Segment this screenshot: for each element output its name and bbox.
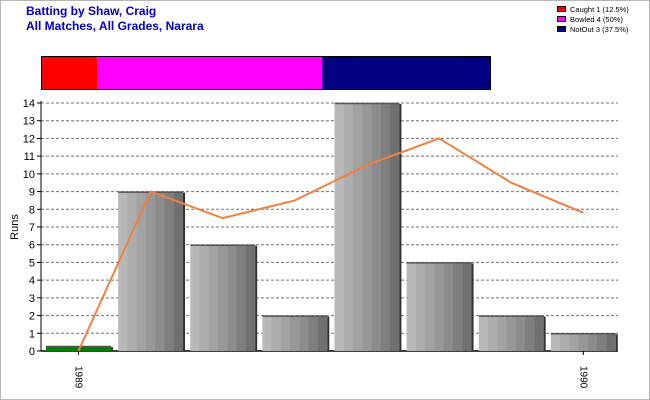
x-tick-label: 1989 <box>72 366 83 389</box>
y-tick-label: 10 <box>23 169 35 181</box>
bar-1 <box>118 191 184 351</box>
y-tick-label: 6 <box>29 240 35 252</box>
y-tick-label: 1 <box>29 328 35 340</box>
legend-label-caught: Caught 1 (12.5%) <box>570 5 629 14</box>
bar-4 <box>334 103 400 351</box>
y-tick-label: 3 <box>29 293 35 305</box>
chart-subtitle: All Matches, All Grades, Narara <box>26 19 204 33</box>
y-tick-label: 11 <box>24 151 35 163</box>
share-bar-border <box>41 56 491 90</box>
share-segment-caught <box>41 56 98 90</box>
legend-swatch-notout <box>557 26 566 32</box>
chart-title: Batting by Shaw, Craig <box>26 4 157 18</box>
y-tick-label: 14 <box>23 98 35 110</box>
x-tick-label: 1990 <box>577 366 588 389</box>
bar-6 <box>478 315 544 351</box>
y-axis-label: Runs <box>9 214 21 240</box>
y-tick-label: 8 <box>29 204 35 216</box>
y-tick-label: 5 <box>29 257 35 269</box>
y-tick-label: 0 <box>29 346 35 358</box>
bar-2 <box>190 244 256 351</box>
bar-3 <box>262 315 328 351</box>
y-tick-label: 12 <box>23 133 35 145</box>
y-tick-label: 4 <box>29 275 35 287</box>
bar-5 <box>406 262 472 351</box>
legend-label-bowled: Bowled 4 (50%) <box>570 15 623 24</box>
average-line <box>77 137 584 352</box>
y-tick-label: 7 <box>29 222 35 234</box>
y-tick-label: 2 <box>29 311 35 323</box>
bar-7 <box>550 333 616 351</box>
legend-swatch-caught <box>557 6 566 12</box>
bar-0 <box>46 346 111 351</box>
share-segment-bowled <box>97 56 323 90</box>
share-segment-notout <box>322 56 491 90</box>
legend-swatch-bowled <box>557 16 566 22</box>
legend-label-notout: NotOut 3 (37.5%) <box>570 25 629 34</box>
y-tick-label: 9 <box>29 187 35 199</box>
dismissal-share-bar <box>41 56 491 90</box>
y-tick-label: 13 <box>23 116 35 128</box>
